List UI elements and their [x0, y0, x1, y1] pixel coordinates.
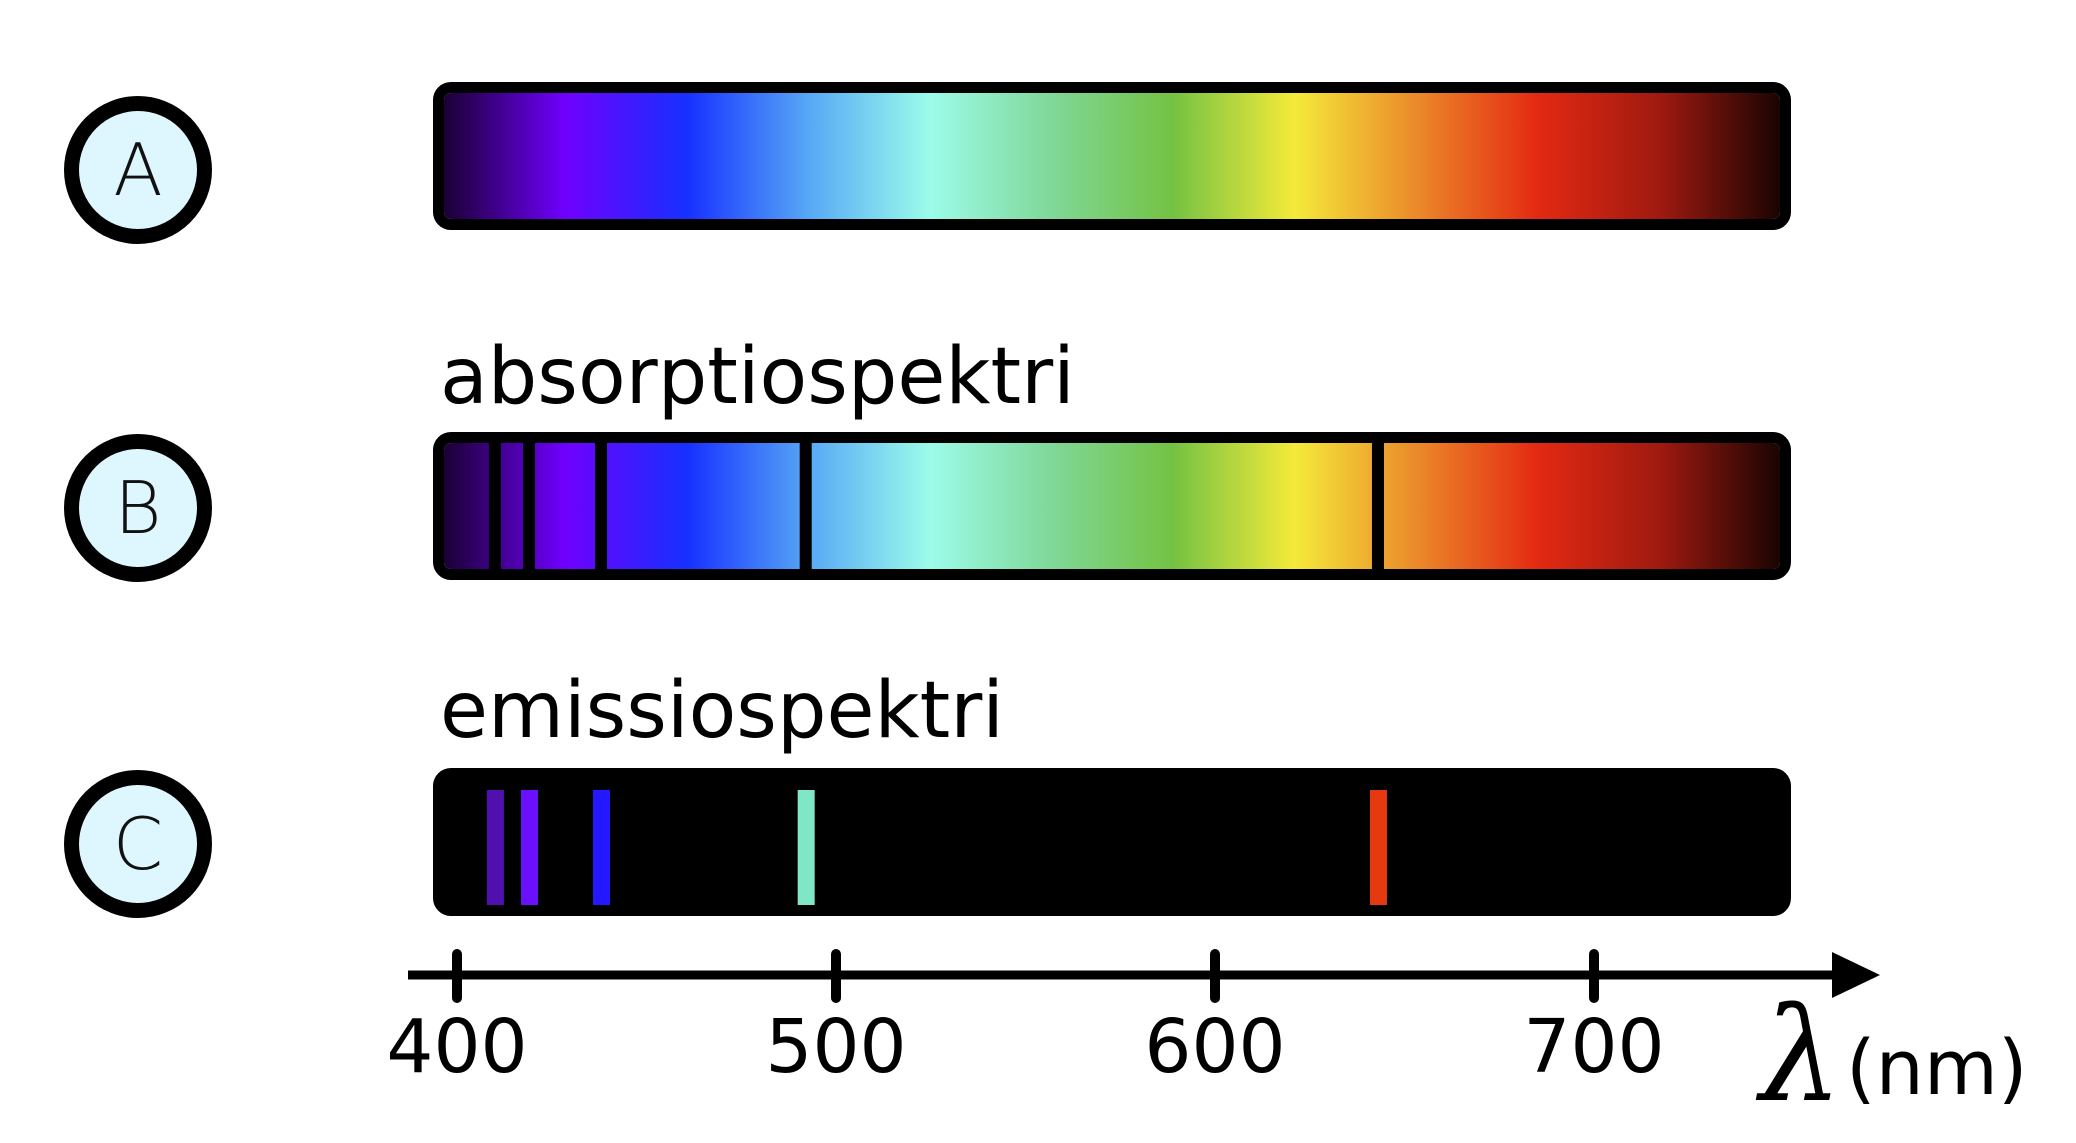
wavelength-unit: (nm) [1846, 1023, 2028, 1112]
emission-spectrum [486, 790, 1387, 905]
row-letter-b: B [114, 466, 162, 550]
emission-spectrum-title: emissiospektri [440, 666, 1004, 756]
spectrum-gradient [444, 443, 1780, 569]
absorption-spectrum-bar [433, 432, 1791, 580]
axis-arrowhead [1832, 952, 1880, 998]
continuous-spectrum [444, 93, 1780, 219]
emission-line [1369, 790, 1387, 905]
row-marker-a: A [64, 96, 212, 244]
emission-spectrum-bar [433, 768, 1791, 916]
emission-line [797, 790, 815, 905]
row-letter-c: C [112, 802, 164, 886]
emission-line [521, 790, 539, 905]
absorption-line [488, 443, 501, 569]
continuous-spectrum-bar [433, 82, 1791, 230]
wavelength-axis [408, 949, 1880, 1003]
absorption-line [523, 443, 536, 569]
axis-tick-label: 400 [386, 1004, 528, 1090]
absorption-spectrum-title: absorptiospektri [440, 332, 1075, 422]
emission-line [593, 790, 611, 905]
axis-tick-label: 700 [1523, 1004, 1665, 1090]
row-letter-a: A [113, 128, 163, 212]
absorption-spectrum [444, 443, 1780, 569]
row-marker-b: B [64, 434, 212, 582]
spectrum-gradient [444, 93, 1780, 219]
absorption-line [1371, 443, 1384, 569]
absorption-line [595, 443, 608, 569]
wavelength-symbol: λ [1760, 979, 1843, 1131]
axis-tick-label: 600 [1144, 1004, 1286, 1090]
absorption-line [799, 443, 812, 569]
row-marker-c: C [64, 770, 212, 918]
axis-tick-label: 500 [765, 1004, 907, 1090]
emission-line [486, 790, 504, 905]
